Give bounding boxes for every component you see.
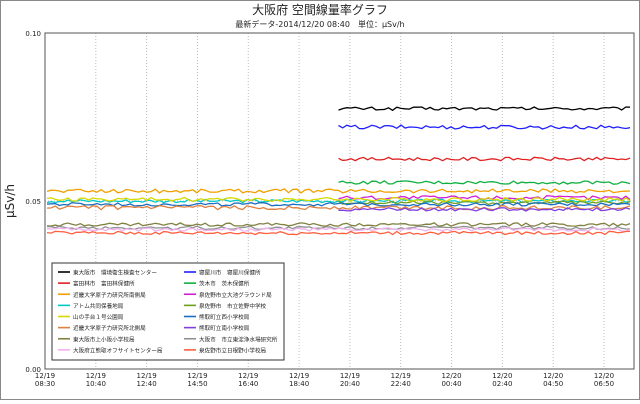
x-tick-time: 12:40: [137, 380, 157, 388]
y-axis-label: μSv/h: [3, 184, 17, 218]
legend-label: アトム共同保養地局: [73, 302, 124, 310]
series-line: [46, 227, 631, 232]
legend-label: 泉佐野市立大池グラウンド局: [199, 291, 272, 299]
legend-label: 茨木市 茨木保健所: [199, 280, 250, 288]
series-lines: [46, 106, 631, 236]
plot-area: [44, 32, 635, 370]
x-tick-time: 18:40: [289, 380, 309, 388]
x-tick-time: 00:40: [441, 380, 461, 388]
x-tick-date: 12/20: [492, 372, 512, 380]
series-line: [46, 196, 631, 202]
x-tick-date: 12/20: [441, 372, 461, 380]
series-line: [338, 207, 631, 212]
x-tick-labels: 12/1908:3012/1910:4012/1912:4012/1914:50…: [35, 372, 614, 388]
legend-label: 大阪市 市立東淀浄水場研究所: [199, 335, 278, 343]
x-tick-date: 12/20: [594, 372, 614, 380]
legend-label: 寝屋川市 寝屋川保健所: [199, 269, 261, 277]
x-tick-date: 12/19: [238, 372, 258, 380]
legend-label: 大阪府立熊取オフサイトセンター局: [73, 346, 163, 354]
x-tick-time: 16:40: [238, 380, 258, 388]
series-line: [46, 205, 631, 211]
legend-box: [51, 262, 285, 361]
legend-label: 富田林市 富田林保健所: [73, 280, 135, 288]
x-tick-time: 10:40: [86, 380, 106, 388]
legend-label: 泉佐野市立日根野小学校局: [199, 346, 267, 354]
series-line: [338, 124, 631, 130]
x-tick-date: 12/19: [289, 372, 309, 380]
series-line: [338, 200, 631, 206]
series-line: [46, 202, 631, 207]
x-tick-time: 02:40: [492, 380, 512, 388]
y-tick-label: 0.05: [25, 198, 41, 206]
y-tick-labels: 0.00 0.05 0.10: [25, 30, 41, 374]
x-tick-time: 04:50: [543, 380, 563, 388]
legend-label: 東大阪市 環境衛生検査センター: [73, 269, 157, 277]
chart-subtitle: 最新データ-2014/12/20 08:40 単位：μSv/h: [235, 19, 404, 29]
series-line: [338, 106, 631, 112]
series-line: [46, 188, 631, 194]
x-tick-date: 12/20: [543, 372, 563, 380]
x-tick-date: 12/19: [86, 372, 106, 380]
x-tick-date: 12/19: [340, 372, 360, 380]
y-tick-label: 0.10: [25, 30, 41, 38]
x-tick-time: 20:40: [340, 380, 360, 388]
series-line: [46, 222, 631, 227]
legend-label: 泉佐野市 市立佐野中学校: [199, 302, 267, 310]
x-tick-time: 08:30: [35, 380, 55, 388]
y-tick-label: 0.00: [25, 366, 41, 374]
x-tick-time: 22:40: [391, 380, 411, 388]
legend-label: 山の手台１号公園局: [73, 313, 124, 321]
chart-title: 大阪府 空間線量率グラフ: [252, 2, 388, 17]
legend-label: 近畿大学原子力研究所南側局: [73, 291, 146, 299]
series-line: [338, 180, 631, 185]
legend-label: 熊取町立西小学校局: [199, 313, 250, 321]
series-line: [338, 156, 631, 162]
legend-label: 熊取町立南小学校局: [199, 324, 250, 332]
legend-label: 近畿大学原子力研究所北側局: [73, 324, 146, 332]
series-line: [46, 198, 631, 204]
x-tick-time: 06:50: [594, 380, 614, 388]
x-tick-date: 12/19: [35, 372, 55, 380]
legend-label: 東大阪市上小阪小学校局: [73, 335, 135, 343]
x-tick-date: 12/19: [137, 372, 157, 380]
x-tick-time: 14:50: [187, 380, 207, 388]
x-tick-date: 12/19: [391, 372, 411, 380]
x-tick-date: 12/19: [187, 372, 207, 380]
series-line: [46, 230, 631, 236]
